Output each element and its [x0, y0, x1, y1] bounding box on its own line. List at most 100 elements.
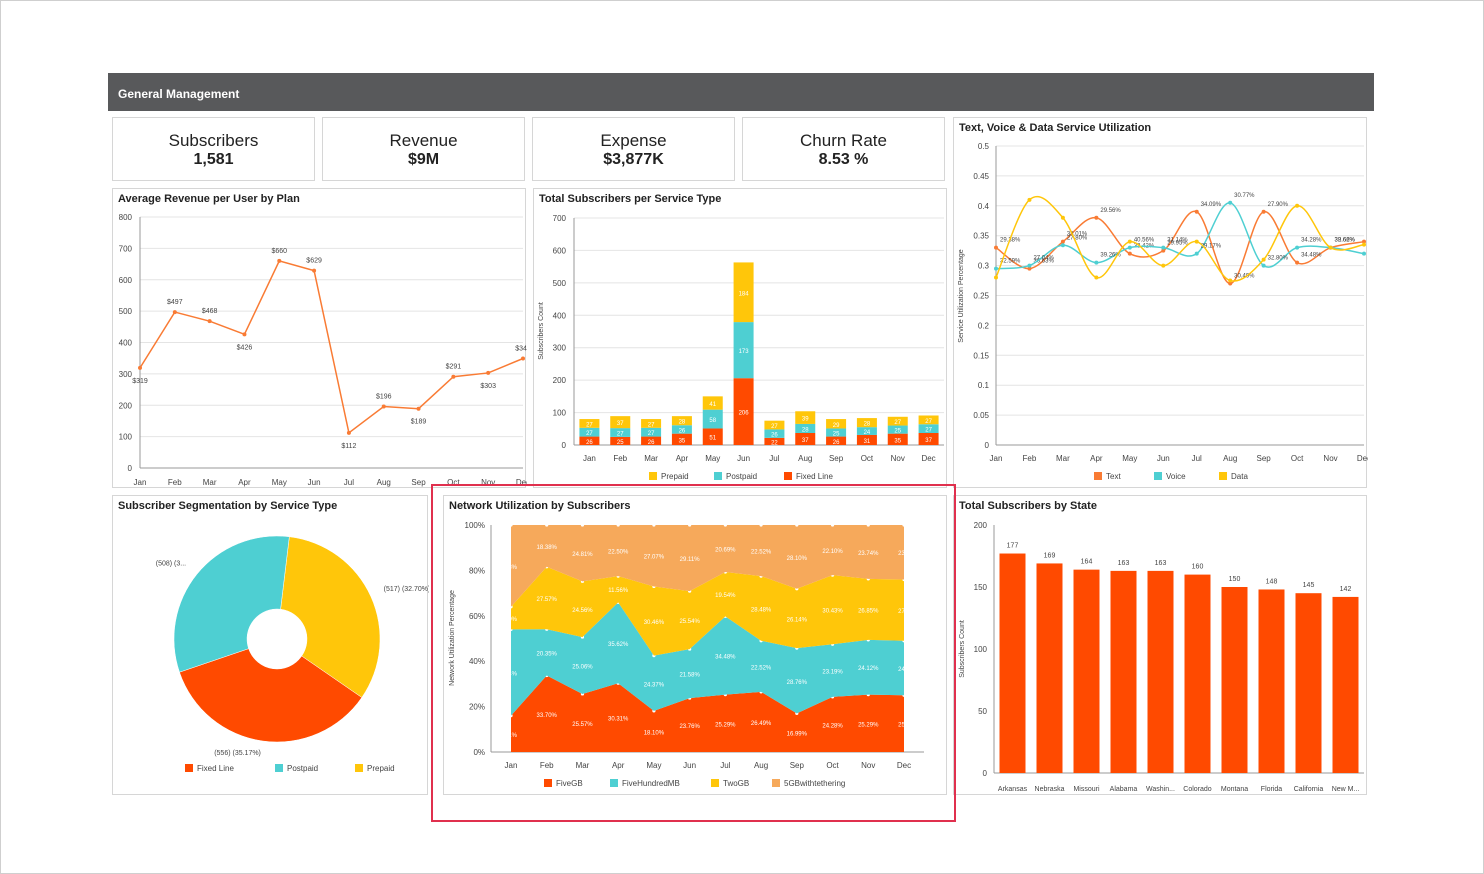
- x-tick-label: Alabama: [1110, 786, 1138, 793]
- bar-segment: [702, 409, 723, 429]
- bar-segment-label: 37: [925, 438, 932, 444]
- bar-segment-label: 27: [925, 428, 932, 434]
- x-tick-label: Feb: [168, 478, 182, 487]
- data-label: 35.62%: [608, 642, 629, 648]
- y-axis-title: Service Utilization Percentage: [958, 249, 965, 342]
- kpi-churn-rate[interactable]: Churn Rate 8.53 %: [742, 117, 945, 181]
- data-point: [616, 523, 620, 527]
- legend-swatch: [649, 472, 657, 480]
- data-label: 43%: [505, 565, 518, 571]
- x-tick-label: Jun: [308, 478, 321, 487]
- x-tick-label: Aug: [377, 478, 391, 487]
- data-label: 34.48%: [715, 654, 736, 660]
- data-point: [416, 406, 421, 411]
- y-tick-label: 0: [983, 769, 988, 778]
- panel-title: Total Subscribers per Service Type: [539, 193, 722, 205]
- bar-segment-label: 24: [864, 430, 871, 436]
- bar-segment-label: 184: [739, 291, 750, 297]
- bar-segment-label: 29: [833, 423, 840, 429]
- data-label: 32.80%: [1268, 256, 1289, 262]
- bar-segment-label: 37: [617, 421, 624, 427]
- data-label: 29.11%: [680, 557, 701, 563]
- legend-swatch: [544, 779, 552, 787]
- area-band: [511, 602, 904, 716]
- data-point: [795, 523, 799, 527]
- bar-segment: [918, 415, 939, 425]
- bar-segment-label: 39: [802, 417, 809, 423]
- data-label: $112: [341, 443, 356, 450]
- x-tick-label: Jun: [683, 761, 696, 770]
- x-tick-label: Jun: [1157, 454, 1170, 463]
- kpi-revenue[interactable]: Revenue $9M: [322, 117, 525, 181]
- x-tick-label: Oct: [826, 761, 839, 770]
- bar-segment-label: 26: [679, 428, 686, 434]
- panel-network: Network Utilization by Subscribers 100% 8…: [443, 495, 947, 795]
- data-label: 18.38%: [537, 545, 558, 551]
- x-tick-label: Nebraska: [1035, 786, 1065, 793]
- data-label: 150: [1229, 576, 1241, 583]
- data-label: 27.90%: [1268, 202, 1289, 208]
- legend-item-label: FiveHundredMB: [622, 779, 680, 788]
- bar-segment: [856, 418, 877, 428]
- network-stacked-area-chart: 100% 80% 60% 40% 20% 0% Network Utilization Pe…: [449, 521, 924, 788]
- data-label: 24.56%: [572, 608, 593, 614]
- x-tick-label: Jan: [505, 761, 518, 770]
- data-label: $629: [306, 258, 322, 265]
- data-label: 30.46%: [644, 620, 665, 626]
- y-tick-label: 0.2: [978, 321, 990, 330]
- bar-segment-label: 35: [894, 438, 901, 444]
- x-tick-label: Apr: [1090, 454, 1103, 463]
- data-point: [994, 266, 998, 271]
- x-tick-label: Dec: [897, 761, 911, 770]
- bar-segment-label: 37: [802, 438, 809, 444]
- data-point: [902, 523, 906, 527]
- y-axis-title: Subscribers Count: [538, 302, 545, 360]
- y-axis-title: Network Utilization Percentage: [449, 590, 456, 686]
- bar-segment: [641, 427, 662, 437]
- x-tick-label: Apr: [612, 761, 625, 770]
- bar-segment-label: 27: [894, 420, 901, 426]
- panel-utilization: Text, Voice & Data Service Utilization 0…: [953, 117, 1368, 488]
- legend-swatch: [355, 764, 363, 772]
- data-point: [723, 523, 727, 527]
- data-label: 29.95%: [1167, 241, 1188, 247]
- data-label: 34.09%: [1201, 202, 1222, 208]
- legend-item-label: Prepaid: [367, 764, 395, 773]
- data-point: [277, 258, 282, 263]
- bar-segment: [671, 433, 692, 445]
- legend-item-label: FiveGB: [556, 779, 583, 788]
- data-label: $349: [515, 346, 527, 353]
- data-label: 24.12%: [858, 666, 879, 672]
- data-label: 27.80%: [1067, 235, 1088, 241]
- y-tick-label: 0.5: [978, 142, 990, 151]
- x-tick-label: Aug: [1223, 454, 1237, 463]
- bar-segment: [702, 428, 723, 445]
- data-label: 10%: [505, 617, 518, 623]
- data-point: [994, 245, 998, 250]
- bar-segment-label: 26: [771, 433, 778, 439]
- data-label: 23.19%: [822, 670, 843, 676]
- legend-swatch: [185, 764, 193, 772]
- kpi-subscribers[interactable]: Subscribers 1,581: [112, 117, 315, 181]
- data-label: 26.49%: [751, 721, 772, 727]
- bar-segment: [610, 436, 631, 445]
- data-point: [994, 275, 998, 280]
- x-tick-label: Nov: [1323, 454, 1337, 463]
- y-tick-label: 600: [119, 276, 133, 285]
- y-tick-label: 400: [119, 339, 133, 348]
- bar-segment: [579, 436, 600, 445]
- bar-segment-label: 206: [739, 411, 750, 417]
- data-point: [207, 319, 212, 324]
- data-point: [580, 523, 585, 527]
- bar: [1184, 574, 1211, 773]
- bar-segment-label: 58: [709, 418, 716, 424]
- y-tick-label: 0.3: [978, 262, 990, 271]
- panel-title: Subscriber Segmentation by Service Type: [118, 500, 338, 512]
- data-label: $189: [411, 419, 427, 426]
- legend-item-label: Data: [1231, 472, 1248, 481]
- y-tick-label: 300: [119, 370, 133, 379]
- data-point: [1362, 239, 1366, 244]
- kpi-expense[interactable]: Expense $3,877K: [532, 117, 735, 181]
- bar: [1147, 570, 1174, 773]
- bar: [1110, 570, 1137, 773]
